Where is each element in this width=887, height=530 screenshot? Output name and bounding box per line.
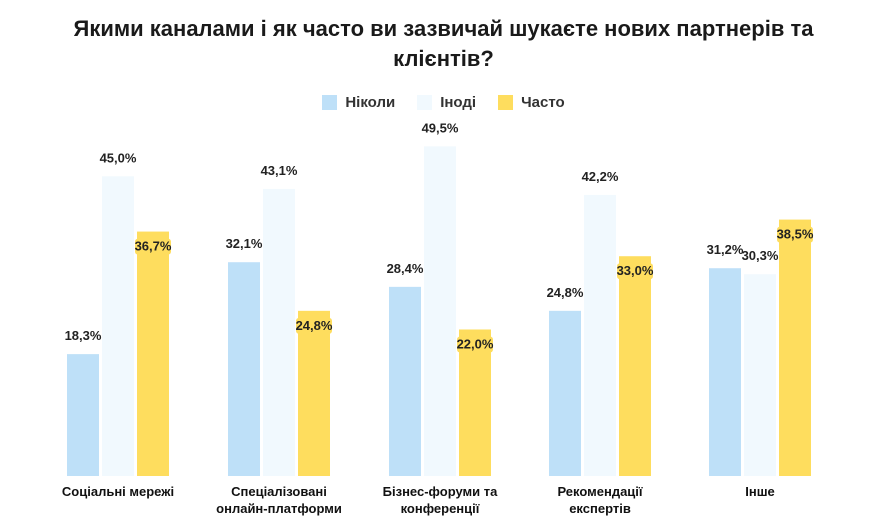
legend-swatch-often xyxy=(498,95,514,110)
value-label-bg-2 xyxy=(457,336,493,353)
bar-sometimes-4[interactable] xyxy=(744,274,776,476)
value-label-sometimes-2: 49,5% xyxy=(422,120,459,135)
category-label-3-1: експертів xyxy=(569,501,631,516)
value-label-bg-3 xyxy=(617,263,653,280)
category-label-2-1: конференції xyxy=(401,501,480,516)
legend-label-never: Ніколи xyxy=(345,94,396,111)
chart-title-line-2: клієнтів? xyxy=(393,46,494,71)
bar-sometimes-1[interactable] xyxy=(263,188,295,477)
value-label-often-1: 24,8% xyxy=(296,318,333,333)
category-label-2-0: Бізнес-форуми та xyxy=(383,484,498,499)
bar-sometimes-3[interactable] xyxy=(584,194,616,476)
legend-swatch-never xyxy=(322,95,338,110)
category-label-3-0: Рекомендації xyxy=(557,484,642,499)
bar-never-0[interactable] xyxy=(67,354,99,476)
value-label-never-1: 32,1% xyxy=(226,236,263,251)
value-label-often-0: 36,7% xyxy=(135,239,172,254)
bar-often-1[interactable] xyxy=(298,310,330,476)
chart-title: Якими каналами і як часто ви зазвичай шу… xyxy=(0,14,887,74)
value-label-bg-1 xyxy=(296,317,332,334)
legend-item-never[interactable]: Ніколи xyxy=(322,94,395,111)
legend-item-often[interactable]: Часто xyxy=(498,94,565,111)
category-label-1-1: онлайн-платформи xyxy=(216,501,342,516)
value-label-bg-4 xyxy=(777,226,813,243)
bar-often-3[interactable] xyxy=(619,256,651,476)
value-label-sometimes-1: 43,1% xyxy=(261,163,298,178)
category-label-4-0: Інше xyxy=(745,484,775,499)
legend-label-often: Часто xyxy=(521,94,565,111)
legend-label-sometimes: Іноді xyxy=(440,94,477,111)
bar-often-2[interactable] xyxy=(459,329,491,476)
bar-sometimes-0[interactable] xyxy=(102,176,134,477)
value-label-sometimes-0: 45,0% xyxy=(100,150,137,165)
value-label-never-3: 24,8% xyxy=(547,285,584,300)
legend-swatch-sometimes xyxy=(417,95,433,110)
value-label-often-3: 33,0% xyxy=(617,263,654,278)
bar-never-2[interactable] xyxy=(389,286,421,476)
chart-legend: Ніколи Іноді Часто xyxy=(0,94,887,111)
bar-never-3[interactable] xyxy=(549,310,581,476)
bar-often-4[interactable] xyxy=(779,219,811,476)
chart-title-line-1: Якими каналами і як часто ви зазвичай шу… xyxy=(73,16,814,41)
bar-never-4[interactable] xyxy=(709,268,741,476)
bar-often-0[interactable] xyxy=(137,231,169,476)
value-label-never-2: 28,4% xyxy=(387,261,424,276)
legend-item-sometimes[interactable]: Іноді xyxy=(417,94,476,111)
value-label-never-0: 18,3% xyxy=(65,328,102,343)
value-label-often-4: 38,5% xyxy=(777,227,814,242)
bar-never-1[interactable] xyxy=(228,262,260,476)
value-label-sometimes-3: 42,2% xyxy=(582,169,619,184)
value-label-never-4: 31,2% xyxy=(707,242,744,257)
value-label-often-2: 22,0% xyxy=(457,336,494,351)
bar-sometimes-2[interactable] xyxy=(424,146,456,476)
category-label-0-0: Соціальні мережі xyxy=(62,484,174,499)
category-label-1-0: Спеціалізовані xyxy=(231,484,327,499)
value-label-bg-0 xyxy=(135,238,171,255)
value-label-sometimes-4: 30,3% xyxy=(742,248,779,263)
